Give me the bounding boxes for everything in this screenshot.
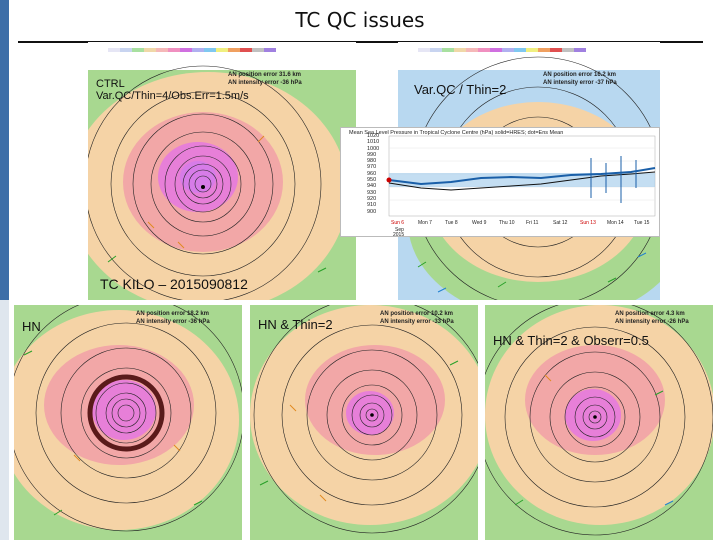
stats-position-hn: AN position error 18.2 km <box>136 311 210 317</box>
map-panel-hn: HN AN position error 18.2 km AN intensit… <box>14 305 242 540</box>
map-panel-ctrl: CTRL Var.QC/Thin=4/Obs.Err=1.5m/s AN pos… <box>88 42 356 300</box>
colour-scale <box>108 48 276 52</box>
slide-title: TC QC issues <box>295 8 425 32</box>
stats-intensity-hn: AN intensity error -36 hPa <box>136 319 210 325</box>
panel-label-hn-thin: HN & Thin=2 <box>258 317 333 332</box>
map-hn-thin-graphic <box>250 305 478 540</box>
stats-intensity-hn-thin-obserr: AN intensity error -26 hPa <box>615 319 689 325</box>
panel-label-hn: HN <box>22 319 41 334</box>
panel-label-varqc: Var.QC / Thin=2 <box>414 82 507 97</box>
stats-intensity-varqc: AN intensity error -37 hPa <box>543 80 617 86</box>
panel-label-ctrl-config: Var.QC/Thin=4/Obs.Err=1.5m/s <box>96 90 249 102</box>
slide-accent-bar <box>0 0 9 540</box>
stats-position-hn-thin: AN position error 10.2 km <box>380 311 454 317</box>
inset-title: Mean Sea Level Pressure in Tropical Cycl… <box>349 130 564 136</box>
map-ctrl-graphic <box>88 42 356 300</box>
colour-scale <box>418 48 586 52</box>
map-hn-thin-obserr-graphic <box>485 305 713 540</box>
map-hn-graphic <box>14 305 242 540</box>
highlight-circle <box>87 374 165 452</box>
title-divider <box>18 41 703 43</box>
stats-intensity-hn-thin: AN intensity error -33 hPa <box>380 319 454 325</box>
panel-label-ctrl: CTRL <box>96 78 125 90</box>
mslp-inset-chart: Mean Sea Level Pressure in Tropical Cycl… <box>340 127 660 238</box>
map-panel-hn-thin-obserr: HN & Thin=2 & Obserr=0.5 AN position err… <box>485 305 713 540</box>
stats-position-hn-thin-obserr: AN position error 4.3 km <box>615 311 685 317</box>
inset-y-axis: 1020 1010 1000 990 980 970 960 950 940 930 920 9… <box>367 133 380 215</box>
panel-label-hn-thin-obserr: HN & Thin=2 & Obserr=0.5 <box>493 333 649 348</box>
stats-position-ctrl: AN position error 31.6 km <box>228 72 302 78</box>
stats-position-varqc: AN position error 16.2 km <box>543 72 617 78</box>
map-panel-hn-thin: HN & Thin=2 AN position error 10.2 km AN… <box>250 305 478 540</box>
stats-intensity-ctrl: AN intensity error -36 hPa <box>228 80 302 86</box>
case-label: TC KILO – 2015090812 <box>100 276 248 292</box>
inset-plot <box>386 135 656 217</box>
